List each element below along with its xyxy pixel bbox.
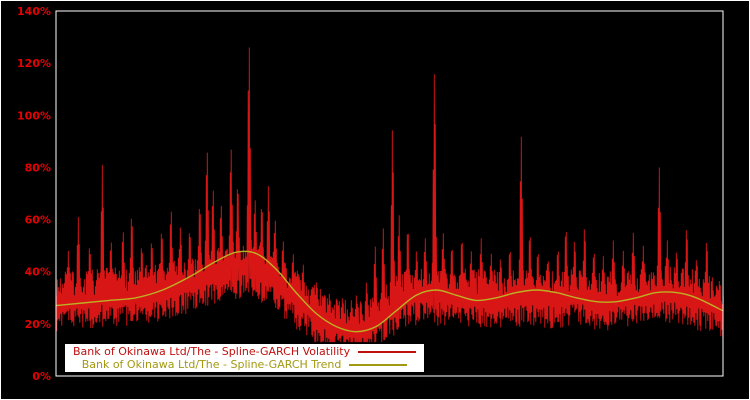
- legend-label-trend: Bank of Okinawa Ltd/The - Spline-GARCH T…: [81, 358, 342, 371]
- chart-legend: Bank of Okinawa Ltd/The - Spline-GARCH V…: [65, 344, 425, 372]
- svg-text:100%: 100%: [17, 109, 51, 122]
- legend-label-volatility: Bank of Okinawa Ltd/The - Spline-GARCH V…: [73, 345, 351, 358]
- svg-text:80%: 80%: [25, 161, 51, 174]
- svg-text:0%: 0%: [32, 370, 51, 383]
- legend-line-sample-volatility: [358, 350, 417, 353]
- svg-text:40%: 40%: [25, 266, 51, 279]
- legend-line-sample-trend: [349, 363, 408, 366]
- svg-text:140%: 140%: [17, 5, 51, 18]
- svg-text:120%: 120%: [17, 57, 51, 70]
- svg-text:60%: 60%: [25, 214, 51, 227]
- legend-item-volatility: Bank of Okinawa Ltd/The - Spline-GARCH V…: [73, 345, 417, 358]
- svg-text:20%: 20%: [25, 318, 51, 331]
- legend-item-trend: Bank of Okinawa Ltd/The - Spline-GARCH T…: [82, 358, 408, 371]
